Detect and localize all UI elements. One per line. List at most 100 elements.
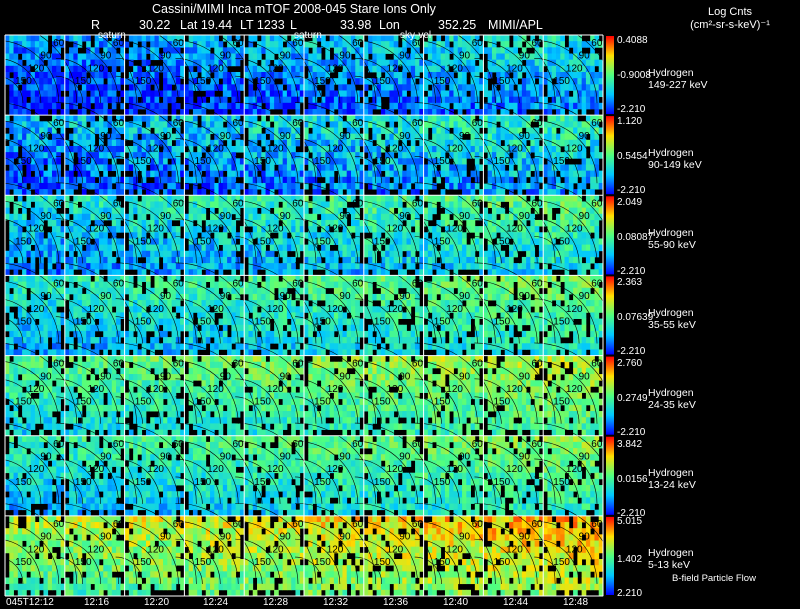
image-pixel (56, 349, 61, 356)
image-pixel (13, 318, 19, 326)
image-pixel (133, 158, 138, 165)
image-pixel (30, 256, 36, 264)
image-pixel (547, 152, 553, 159)
image-pixel (150, 47, 155, 54)
image-pixel (402, 90, 407, 98)
image-pixel (342, 133, 348, 141)
image-pixel (227, 41, 232, 48)
image-pixel (257, 201, 262, 209)
image-pixel (81, 59, 87, 67)
image-pixel (402, 176, 407, 184)
image-pixel (34, 139, 40, 147)
image-pixel (376, 219, 382, 227)
image-pixel (444, 213, 450, 221)
image-pixel (137, 281, 143, 289)
image-pixel (333, 182, 339, 190)
image-pixel (120, 213, 125, 221)
image-pixel (137, 189, 143, 196)
image-pixel (141, 127, 147, 135)
image-pixel (9, 127, 14, 135)
image-pixel (47, 182, 53, 190)
image-pixel (116, 293, 121, 301)
image-pixel (86, 232, 91, 239)
image-pixel (282, 35, 288, 42)
image-pixel (269, 102, 275, 110)
image-pixel (60, 195, 66, 202)
image-pixel (372, 170, 378, 178)
image-pixel (73, 133, 79, 141)
image-pixel (338, 90, 343, 98)
image-pixel (265, 108, 271, 116)
image-pixel (376, 189, 382, 196)
image-pixel (359, 65, 365, 73)
image-pixel (98, 201, 104, 209)
image-pixel (39, 176, 44, 184)
image-pixel (551, 65, 557, 73)
image-pixel (316, 250, 322, 258)
image-pixel (26, 300, 32, 307)
image-pixel (56, 78, 61, 85)
image-pixel (333, 189, 339, 196)
image-pixel (509, 207, 514, 215)
image-pixel (184, 269, 190, 276)
image-pixel (389, 35, 395, 42)
image-pixel (111, 96, 117, 104)
image-pixel (150, 139, 155, 147)
image-pixel (235, 170, 241, 178)
image-pixel (239, 84, 245, 91)
image-pixel (521, 102, 527, 110)
image-pixel (150, 53, 155, 61)
image-pixel (282, 59, 288, 67)
image-pixel (491, 41, 497, 48)
image-pixel (509, 115, 514, 122)
image-pixel (436, 232, 442, 239)
image-pixel (427, 152, 433, 159)
image-pixel (393, 127, 399, 135)
image-pixel (534, 164, 540, 172)
image-pixel (175, 41, 181, 48)
image-pixel (286, 59, 292, 67)
image-pixel (291, 201, 296, 209)
image-pixel (410, 176, 416, 184)
image-pixel (419, 59, 424, 67)
image-pixel (235, 115, 241, 122)
image-pixel (423, 256, 429, 264)
image-pixel (316, 71, 322, 79)
image-pixel (43, 170, 49, 178)
image-pixel (376, 176, 382, 184)
image-pixel (573, 139, 578, 147)
image-pixel (521, 53, 527, 61)
image-pixel (265, 213, 271, 221)
image-pixel (363, 201, 369, 209)
image-pixel (218, 269, 224, 276)
image-pixel (269, 84, 275, 91)
image-pixel (145, 293, 151, 301)
image-pixel (197, 176, 202, 184)
image-pixel (517, 102, 523, 110)
image-pixel (436, 90, 442, 98)
image-pixel (543, 145, 548, 153)
image-pixel (9, 96, 14, 104)
image-pixel (51, 164, 57, 172)
image-pixel (116, 330, 121, 338)
image-pixel (205, 219, 211, 227)
image-pixel (513, 139, 518, 147)
image-pixel (376, 158, 382, 165)
image-pixel (474, 170, 480, 178)
image-pixel (483, 263, 489, 270)
image-pixel (261, 35, 266, 42)
image-pixel (90, 65, 96, 73)
image-pixel (321, 164, 326, 172)
image-pixel (137, 139, 143, 147)
image-pixel (64, 337, 70, 344)
image-pixel (295, 238, 301, 245)
image-pixel (163, 96, 168, 104)
image-pixel (573, 207, 578, 215)
image-pixel (150, 78, 155, 85)
image-pixel (188, 232, 194, 239)
image-pixel (415, 47, 420, 54)
image-pixel (380, 226, 386, 233)
image-pixel (13, 189, 19, 196)
image-pixel (325, 133, 331, 141)
image-pixel (436, 53, 442, 61)
